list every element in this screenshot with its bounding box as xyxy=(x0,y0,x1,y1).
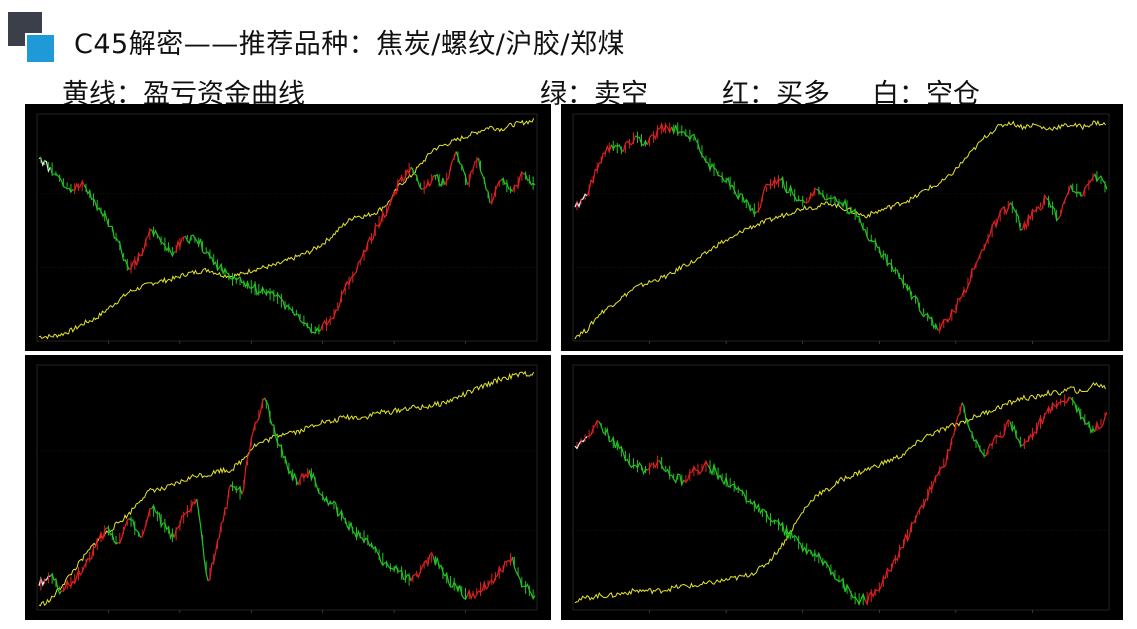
slide-title: C45解密——推荐品种：焦炭/螺纹/沪胶/郑煤 xyxy=(74,29,625,60)
chart-panel-bottom-right xyxy=(561,355,1123,620)
chart-svg xyxy=(36,113,538,344)
chart-svg xyxy=(36,364,538,613)
chart-panel-top-left xyxy=(25,104,551,351)
plot-frame xyxy=(572,364,1110,611)
chart-panel-top-right xyxy=(561,104,1123,351)
logo-squares xyxy=(8,12,56,64)
equity-curve-line xyxy=(574,119,1106,340)
equity-curve-line xyxy=(38,118,535,340)
equity-curve-line xyxy=(38,370,535,607)
chart-svg xyxy=(572,113,1110,344)
price-segment-short xyxy=(60,180,74,194)
plot-frame xyxy=(36,113,538,342)
chart-svg xyxy=(572,364,1110,613)
equity-curve-line xyxy=(574,381,1106,604)
price-segment-short xyxy=(331,500,344,519)
chart-panel-bottom-left xyxy=(25,355,551,620)
plot-frame xyxy=(36,364,538,611)
plot-frame xyxy=(572,113,1110,342)
price-segment-short xyxy=(671,473,685,487)
logo-blue-square xyxy=(25,33,56,64)
